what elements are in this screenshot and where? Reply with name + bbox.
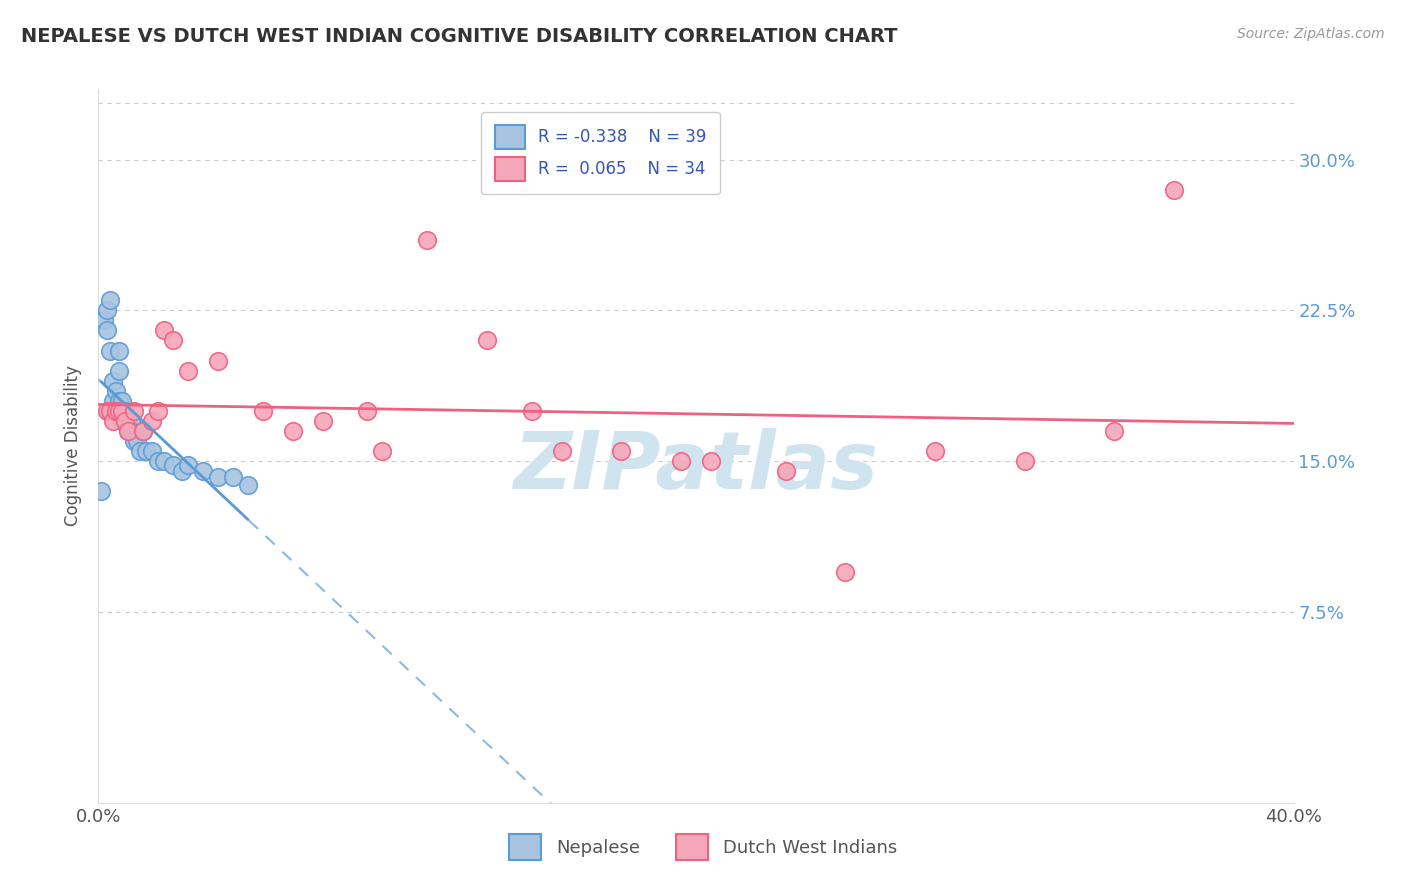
Point xyxy=(105,384,128,398)
Point xyxy=(371,444,394,458)
Point xyxy=(124,434,146,448)
Point xyxy=(105,404,128,418)
Point xyxy=(281,424,304,438)
Point xyxy=(114,414,136,428)
Point xyxy=(610,444,633,458)
Point xyxy=(1163,183,1185,197)
Point xyxy=(108,404,131,418)
Point xyxy=(162,458,184,472)
Point xyxy=(135,444,157,458)
Point xyxy=(311,414,333,428)
Point xyxy=(132,424,155,438)
Point xyxy=(700,454,723,468)
Point xyxy=(550,444,572,458)
Text: ZIPatlas: ZIPatlas xyxy=(513,428,879,507)
Point xyxy=(124,404,146,418)
Point xyxy=(222,470,245,484)
Point xyxy=(93,313,115,327)
Text: Source: ZipAtlas.com: Source: ZipAtlas.com xyxy=(1237,27,1385,41)
Point xyxy=(96,303,118,318)
Point xyxy=(132,424,155,438)
Point xyxy=(475,334,498,348)
Point xyxy=(98,343,122,358)
Legend: R = -0.338    N = 39, R =  0.065    N = 34: R = -0.338 N = 39, R = 0.065 N = 34 xyxy=(481,112,720,194)
Point xyxy=(117,424,139,438)
Point xyxy=(1014,454,1036,468)
Point xyxy=(236,478,259,492)
Point xyxy=(148,404,170,418)
Point xyxy=(120,414,142,428)
Point xyxy=(111,404,134,418)
Point xyxy=(111,393,134,408)
Point xyxy=(108,363,131,377)
Point xyxy=(98,404,122,418)
Point xyxy=(108,393,131,408)
Point xyxy=(105,404,128,418)
Point xyxy=(207,470,229,484)
Point xyxy=(114,414,136,428)
Point xyxy=(1104,424,1126,438)
Point xyxy=(924,444,946,458)
Point xyxy=(141,444,163,458)
Point xyxy=(98,293,122,308)
Point xyxy=(207,353,229,368)
Point xyxy=(177,363,200,377)
Point xyxy=(520,404,543,418)
Point xyxy=(114,404,136,418)
Point xyxy=(103,374,125,388)
Point xyxy=(120,424,142,438)
Point xyxy=(96,323,118,337)
Text: NEPALESE VS DUTCH WEST INDIAN COGNITIVE DISABILITY CORRELATION CHART: NEPALESE VS DUTCH WEST INDIAN COGNITIVE … xyxy=(21,27,897,45)
Point xyxy=(669,454,692,468)
Point xyxy=(162,334,184,348)
Point xyxy=(117,424,139,438)
Point xyxy=(172,464,194,478)
Point xyxy=(416,233,439,247)
Point xyxy=(148,454,170,468)
Point xyxy=(108,343,131,358)
Legend: Nepalese, Dutch West Indians: Nepalese, Dutch West Indians xyxy=(495,820,911,874)
Point xyxy=(103,393,125,408)
Point xyxy=(103,404,125,418)
Point xyxy=(96,404,118,418)
Point xyxy=(177,458,200,472)
Point xyxy=(103,414,125,428)
Point xyxy=(141,414,163,428)
Point xyxy=(252,404,274,418)
Point xyxy=(111,404,134,418)
Point xyxy=(191,464,214,478)
Point xyxy=(111,414,134,428)
Point xyxy=(105,404,128,418)
Point xyxy=(129,444,152,458)
Y-axis label: Cognitive Disability: Cognitive Disability xyxy=(65,366,83,526)
Point xyxy=(127,434,149,448)
Point xyxy=(356,404,378,418)
Point xyxy=(153,454,176,468)
Point xyxy=(153,323,176,337)
Point xyxy=(117,414,139,428)
Point xyxy=(775,464,797,478)
Point xyxy=(90,484,112,499)
Point xyxy=(834,565,856,579)
